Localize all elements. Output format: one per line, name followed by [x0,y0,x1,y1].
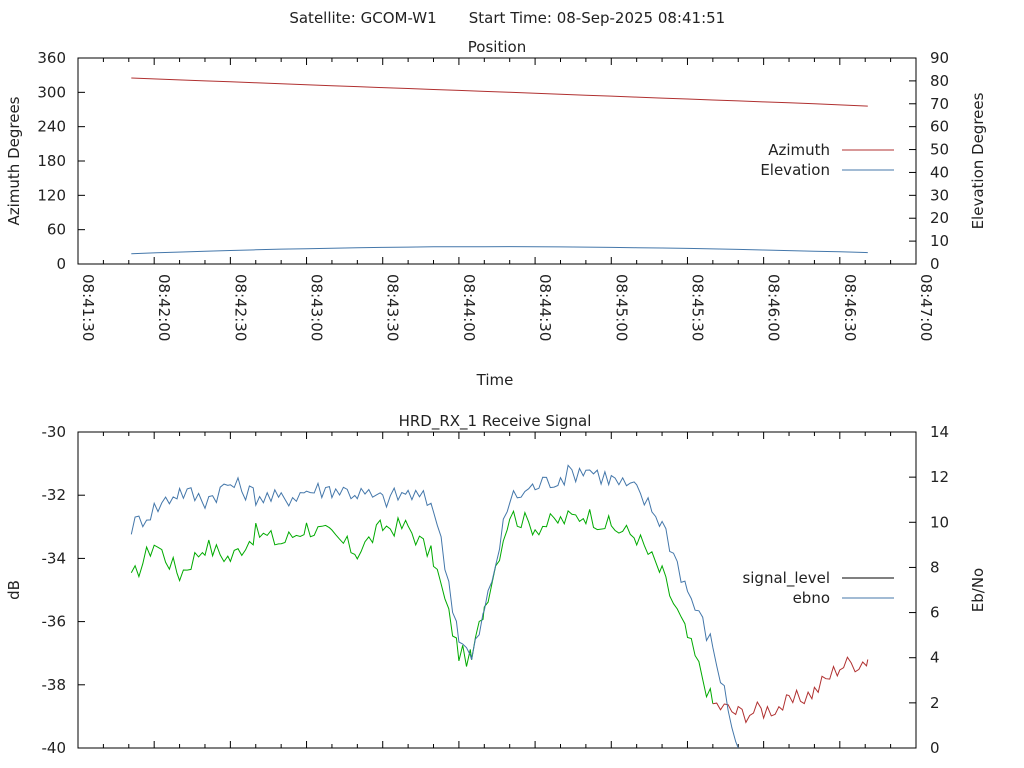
position-y-tick-label: 240 [37,118,66,136]
signal-series-signal-level-line [130,509,714,704]
position-x-tick-label: 08:41:30 [79,274,97,341]
position-y2-tick-label: 90 [930,49,949,67]
receive-signal-chart: HRD_RX_1 Receive Signal dB Eb/No -40 -38 -… [5,412,987,757]
position-y2-tick-label: 70 [930,95,949,113]
position-y-tick-label: 0 [56,255,66,273]
position-y2-tick-label: 10 [930,232,949,250]
position-y-tick-label: 300 [37,83,66,101]
position-legend-label: Azimuth [768,141,830,159]
signal-series-ebno-line [130,464,739,749]
figure-title-start-time: Start Time: 08-Sep-2025 08:41:51 [469,9,725,27]
position-x-tick-label: 08:46:30 [841,274,859,341]
position-y-axis-label: Azimuth Degrees [5,96,23,225]
signal-y2-tick-label: 12 [930,468,949,486]
signal-y2-tick-label: 6 [930,604,940,622]
position-y2-tick-label: 80 [930,72,949,90]
position-y2-tick-label: 0 [930,255,940,273]
position-x-tick-label: 08:45:30 [688,274,706,341]
position-y2-tick-label: 30 [930,186,949,204]
position-y-tick-label: 180 [37,152,66,170]
position-x-tick-label: 08:43:30 [384,274,402,341]
position-chart: Position Time Azimuth Degrees Elevation … [5,38,987,389]
signal-chart-title: HRD_RX_1 Receive Signal [399,412,592,431]
position-y2-tick-label: 20 [930,209,949,227]
position-x-tick-label: 08:42:00 [155,274,173,341]
position-series-Elevation-line [131,246,868,255]
signal-y-tick-label: -38 [42,676,67,694]
position-y2-axis-label: Elevation Degrees [969,92,987,229]
position-x-tick-label: 08:46:00 [765,274,783,341]
position-x-tick-label: 08:45:00 [612,274,630,341]
position-x-tick-label: 08:47:00 [917,274,935,341]
position-chart-title: Position [468,38,526,56]
position-x-axis-label: Time [476,371,514,389]
position-x-tick-label: 08:44:30 [536,274,554,341]
position-y-tick-label: 120 [37,186,66,204]
signal-legend-label: ebno [793,589,830,607]
position-y-tick-label: 360 [37,49,66,67]
signal-y2-tick-label: 8 [930,558,940,576]
position-y2-tick-label: 40 [930,163,949,181]
signal-y-tick-label: -30 [42,423,67,441]
signal-legend-label: signal_level [742,569,830,588]
figure-title-satellite: Satellite: GCOM-W1 [289,9,436,27]
signal-y2-tick-label: 2 [930,694,940,712]
position-x-tick-label: 08:44:00 [460,274,478,341]
signal-y2-tick-label: 4 [930,649,940,667]
signal-y-tick-label: -36 [42,613,67,631]
signal-y2-tick-label: 14 [930,423,949,441]
signal-y-tick-label: -40 [42,739,67,757]
signal-y2-tick-label: 10 [930,513,949,531]
position-x-tick-label: 08:42:30 [231,274,249,341]
signal-y2-tick-label: 0 [930,739,940,757]
signal-y-tick-label: -34 [42,549,67,567]
signal-plot-frame [77,431,917,749]
position-series-Azimuth-line [131,77,868,107]
signal-y-tick-label: -32 [42,486,67,504]
signal-y-axis-label: dB [5,580,23,600]
position-y-tick-label: 60 [47,221,66,239]
signal-y2-axis-label: Eb/No [969,568,987,612]
signal-series-signal-level-unlocked-line [712,656,869,724]
position-y2-tick-label: 50 [930,141,949,159]
position-y2-tick-label: 60 [930,118,949,136]
position-legend-label: Elevation [760,161,830,179]
position-x-tick-label: 08:43:00 [308,274,326,341]
